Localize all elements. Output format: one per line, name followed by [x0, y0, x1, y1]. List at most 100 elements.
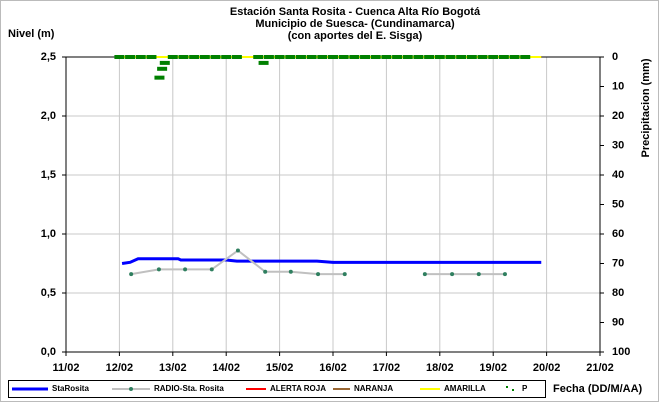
point: [316, 272, 321, 277]
x-tick-label: 13/02: [159, 362, 187, 374]
y2-tick-label: 0: [612, 51, 618, 63]
x-tick-label: 15/02: [266, 362, 294, 374]
point: [135, 55, 146, 59]
point: [392, 55, 403, 59]
point: [263, 55, 274, 59]
y-tick-label: 1,0: [41, 228, 56, 240]
point: [349, 55, 360, 59]
point: [157, 66, 168, 71]
y2-tick-label: 70: [612, 257, 624, 269]
point: [413, 55, 424, 59]
point: [360, 55, 371, 59]
point: [167, 55, 178, 59]
point: [178, 55, 189, 59]
point: [424, 55, 435, 59]
point: [306, 55, 317, 59]
y2-tick-label: 10: [612, 80, 624, 92]
x-tick-label: 14/02: [212, 362, 240, 374]
point: [274, 55, 285, 59]
y-tick-label: 2,5: [41, 51, 56, 63]
point: [263, 269, 268, 274]
point: [114, 55, 125, 59]
y2-tick-label: 40: [612, 169, 624, 181]
point: [209, 267, 214, 272]
point: [456, 55, 467, 59]
y2-tick-label: 100: [612, 346, 630, 358]
point: [154, 75, 165, 80]
chart-title: Estación Santa Rosita - Cuenca Alta Río …: [230, 6, 481, 18]
legend-box: [8, 380, 546, 398]
x-tick-label: 18/02: [426, 362, 454, 374]
legend-label: P: [522, 384, 528, 393]
chart-title: Municipio de Suesca- (Cundinamarca): [255, 18, 455, 30]
x-tick-label: 17/02: [373, 362, 401, 374]
point: [477, 55, 488, 59]
point: [221, 55, 232, 59]
legend-swatch: [129, 387, 133, 391]
x-axis-label: Fecha (DD/M/AA): [553, 383, 643, 395]
y-axis-label: Nivel (m): [8, 28, 55, 40]
point: [183, 267, 188, 272]
point: [381, 55, 392, 59]
point: [231, 55, 242, 59]
point: [476, 272, 481, 277]
y2-tick-label: 80: [612, 287, 624, 299]
legend-label: ALERTA ROJA: [270, 384, 326, 393]
point: [253, 55, 264, 59]
y2-tick-label: 90: [612, 316, 624, 328]
point: [450, 272, 455, 277]
legend-label: StaRosita: [52, 384, 89, 393]
point: [502, 272, 507, 277]
point: [258, 60, 269, 65]
y-tick-label: 2,0: [41, 110, 56, 122]
point: [434, 55, 445, 59]
y-tick-label: 0,0: [41, 346, 56, 358]
point: [210, 55, 221, 59]
point: [285, 55, 296, 59]
y-tick-label: 1,5: [41, 169, 56, 181]
legend-swatch: [512, 389, 514, 391]
point: [445, 55, 456, 59]
point: [342, 272, 347, 277]
x-tick-label: 11/02: [53, 362, 80, 374]
point: [466, 55, 477, 59]
legend-label: AMARILLA: [444, 384, 486, 393]
point: [295, 55, 306, 59]
y2-tick-label: 50: [612, 198, 624, 210]
point: [199, 55, 210, 59]
point: [422, 272, 427, 277]
point: [488, 55, 499, 59]
point: [159, 60, 170, 65]
point: [370, 55, 381, 59]
point: [129, 272, 134, 277]
point: [328, 55, 338, 59]
point: [520, 55, 531, 59]
point: [189, 55, 200, 59]
x-tick-label: 12/02: [106, 362, 134, 374]
chart-title: (con aportes del E. Sisga): [288, 30, 423, 42]
point: [338, 55, 349, 59]
y2-tick-label: 30: [612, 139, 624, 151]
y2-tick-label: 60: [612, 228, 624, 240]
legend-swatch: [506, 386, 508, 388]
y2-axis-label: Precipitacion (mm): [640, 58, 652, 157]
x-tick-label: 19/02: [479, 362, 507, 374]
y-tick-label: 0,5: [41, 287, 56, 299]
x-tick-label: 21/02: [586, 362, 614, 374]
point: [235, 248, 240, 253]
legend-label: NARANJA: [354, 384, 393, 393]
x-tick-label: 16/02: [319, 362, 347, 374]
point: [402, 55, 413, 59]
point: [317, 55, 328, 59]
point: [156, 267, 161, 272]
point: [509, 55, 520, 59]
y2-tick-label: 20: [612, 110, 624, 122]
legend-label: RADIO-Sta. Rosita: [154, 384, 224, 393]
point: [146, 55, 157, 59]
point: [125, 55, 136, 59]
x-tick-label: 20/02: [533, 362, 561, 374]
point: [498, 55, 509, 59]
point: [288, 269, 293, 274]
